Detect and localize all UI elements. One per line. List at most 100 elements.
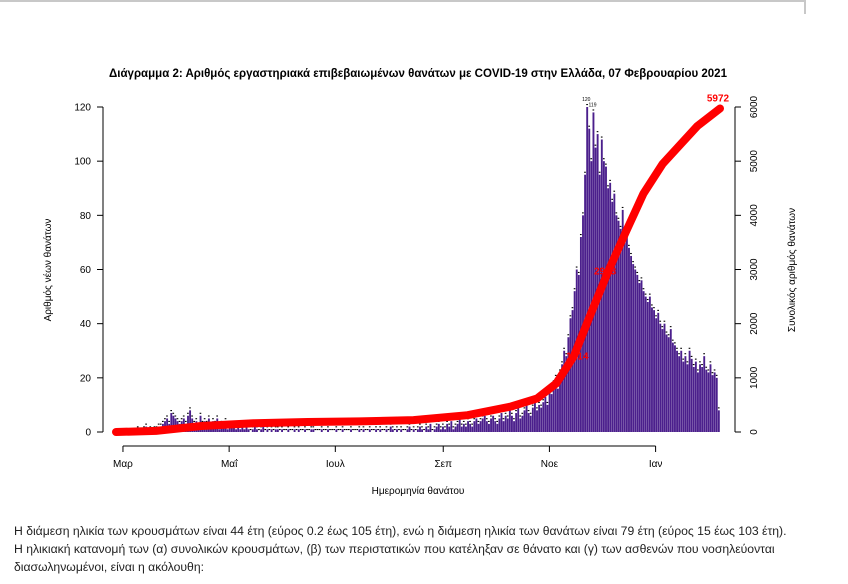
daily-deaths-bar (266, 429, 269, 432)
daily-deaths-bar (287, 429, 290, 432)
daily-deaths-bar (711, 375, 714, 432)
daily-deaths-bar (508, 410, 511, 432)
bar-label-mark (498, 415, 501, 417)
bar-label-mark (320, 426, 323, 428)
y2-tick-label: 2000 (749, 312, 760, 335)
bar-label-mark (454, 423, 457, 425)
bar-label-mark (588, 125, 591, 127)
daily-deaths-bar (705, 369, 708, 432)
bar-label-mark (582, 212, 584, 214)
daily-deaths-bar (642, 291, 645, 432)
bar-label-mark (615, 212, 618, 214)
bar-label-mark (341, 426, 344, 428)
daily-deaths-bar (625, 237, 628, 432)
daily-deaths-bar (241, 426, 244, 432)
daily-deaths-bar (435, 426, 438, 432)
bar-label-mark (657, 309, 659, 311)
daily-deaths-bar (297, 429, 300, 432)
daily-deaths-bar (465, 426, 467, 432)
bar-label-mark (634, 266, 636, 268)
paragraph-age-distribution: Η ηλικιακή κατανομή των (α) συνολικών κρ… (14, 542, 775, 574)
bar-label-mark (711, 372, 714, 374)
bar-label-mark (452, 426, 455, 428)
bar-label-mark (170, 410, 173, 412)
daily-deaths-bar (588, 128, 591, 432)
bar-label-mark (630, 252, 632, 255)
bar-label-mark (174, 415, 177, 417)
bar-label-mark (402, 429, 404, 431)
bar-label-mark (479, 418, 482, 420)
bar-label-mark (366, 429, 369, 431)
bar-label-mark (333, 429, 336, 431)
daily-deaths-bar (703, 356, 706, 432)
bar-label-mark (191, 415, 193, 417)
bar-label-mark (364, 429, 367, 431)
bar-label-mark (387, 429, 390, 431)
bar-label-mark (337, 429, 340, 431)
daily-deaths-bar (391, 429, 394, 432)
bar-label-mark (416, 426, 419, 428)
bar-label-mark (396, 426, 398, 428)
y-tick-label: 0 (85, 428, 91, 439)
daily-deaths-bar (492, 415, 495, 432)
y2-tick-label: 0 (749, 429, 760, 435)
bar-label-mark (598, 171, 601, 173)
daily-deaths-bar (429, 423, 432, 432)
daily-deaths-bar (458, 418, 461, 432)
daily-deaths-bar (485, 421, 488, 432)
daily-deaths-bar (412, 429, 415, 432)
daily-deaths-bar (651, 307, 653, 432)
daily-deaths-bar (448, 426, 451, 432)
daily-deaths-bar (439, 429, 442, 432)
bar-label-mark (542, 399, 545, 401)
bar-label-mark (322, 429, 325, 431)
bar-label-mark (596, 131, 599, 133)
bar-label-mark (456, 420, 459, 422)
bar-label-mark (159, 423, 162, 425)
bar-label-mark (697, 369, 699, 371)
bar-label-mark (383, 429, 386, 431)
daily-deaths-bar (527, 413, 530, 432)
bar-label-mark (398, 429, 400, 431)
bar-label-mark (249, 429, 252, 431)
daily-deaths-bar (452, 429, 455, 432)
daily-deaths-bar (592, 112, 595, 433)
bar-label-mark (427, 426, 430, 428)
bar-label-mark (536, 407, 538, 409)
daily-deaths-bar (621, 209, 624, 432)
daily-deaths-bar (686, 364, 689, 432)
bar-label-mark (646, 299, 649, 301)
bar-label-mark (594, 144, 597, 146)
bar-label-mark (538, 401, 540, 404)
bar-label-mark (414, 429, 417, 431)
bar-label-mark (354, 429, 356, 431)
daily-deaths-bar (525, 404, 528, 432)
bar-label-mark (511, 412, 513, 414)
bar-label-mark (212, 418, 214, 420)
bar-label-mark (400, 426, 402, 428)
bar-label-mark (145, 423, 147, 425)
bar-label-mark (584, 171, 586, 173)
daily-deaths-bar (327, 429, 329, 432)
bar-label-mark (709, 361, 712, 363)
daily-deaths-bar (189, 410, 192, 432)
daily-deaths-bar (680, 350, 683, 432)
bar-label-mark (496, 420, 499, 422)
y-axis-left: 0 20 40 60 80 100 120 (74, 103, 104, 439)
bar-label-mark (335, 426, 338, 428)
daily-deaths-bar (262, 426, 265, 432)
daily-deaths-bar (276, 429, 279, 432)
bar-label-mark (590, 158, 593, 160)
bar-label-mark (600, 136, 603, 138)
daily-deaths-bar (594, 147, 597, 432)
daily-deaths-bar (690, 358, 693, 432)
bar-label-mark (324, 429, 327, 431)
daily-deaths-bar (350, 429, 352, 432)
daily-deaths-bar (515, 413, 518, 432)
bar-label-mark (358, 426, 361, 428)
daily-deaths-bar (653, 310, 656, 432)
peak-label: 120 (582, 97, 591, 103)
bar-label-mark (628, 244, 630, 246)
daily-deaths-bar (513, 421, 515, 432)
daily-deaths-bar (715, 377, 718, 432)
